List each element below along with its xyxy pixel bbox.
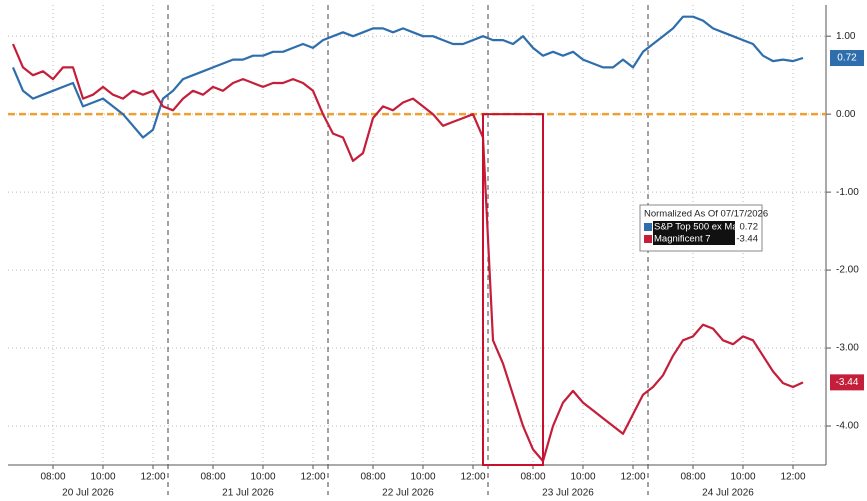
- last-value-badge: [830, 50, 864, 67]
- legend-value: -3.44: [736, 234, 758, 245]
- x-tick-label: 12:00: [300, 472, 325, 483]
- x-tick-label: 12:00: [140, 472, 165, 483]
- y-tick-label: -3.00: [836, 343, 859, 354]
- last-value-badge: [830, 374, 864, 391]
- x-tick-label: 12:00: [460, 472, 485, 483]
- x-tick-label: 08:00: [680, 472, 705, 483]
- day-label: 23 Jul 2026: [542, 488, 594, 499]
- x-tick-label: 10:00: [250, 472, 275, 483]
- last-value-label: 0.72: [837, 53, 857, 64]
- day-label: 24 Jul 2026: [702, 488, 754, 499]
- last-value-label: -3.44: [836, 377, 859, 388]
- legend-swatch: [644, 223, 652, 231]
- legend-name-bg: [653, 233, 735, 245]
- y-tick-label: -4.00: [836, 421, 859, 432]
- legend-value: 0.72: [740, 222, 759, 233]
- line-series: [11, 43, 804, 463]
- x-tick-label: 08:00: [520, 472, 545, 483]
- x-tick-label: 08:00: [40, 472, 65, 483]
- day-label: 22 Jul 2026: [382, 488, 434, 499]
- x-tick-label: 08:00: [360, 472, 385, 483]
- legend-name-bg: [653, 221, 735, 233]
- day-label: 20 Jul 2026: [62, 488, 114, 499]
- legend-name: S&P Top 500 ex Mag 7: [654, 222, 751, 233]
- legend-name: Magnificent 7: [654, 234, 711, 245]
- line-series: [11, 15, 804, 139]
- legend-title: Normalized As Of 07/17/2026: [644, 209, 768, 220]
- x-tick-label: 10:00: [730, 472, 755, 483]
- x-tick-label: 10:00: [90, 472, 115, 483]
- y-tick-label: -2.00: [836, 265, 859, 276]
- highlight-box: [482, 113, 544, 466]
- x-tick-label: 08:00: [200, 472, 225, 483]
- x-tick-label: 12:00: [620, 472, 645, 483]
- x-tick-label: 12:00: [780, 472, 805, 483]
- y-tick-label: -1.00: [836, 187, 859, 198]
- x-tick-label: 10:00: [410, 472, 435, 483]
- day-label: 21 Jul 2026: [222, 488, 274, 499]
- y-tick-label: 1.00: [836, 31, 856, 42]
- legend-swatch: [644, 235, 652, 243]
- y-tick-label: 0.00: [836, 109, 856, 120]
- x-tick-label: 10:00: [570, 472, 595, 483]
